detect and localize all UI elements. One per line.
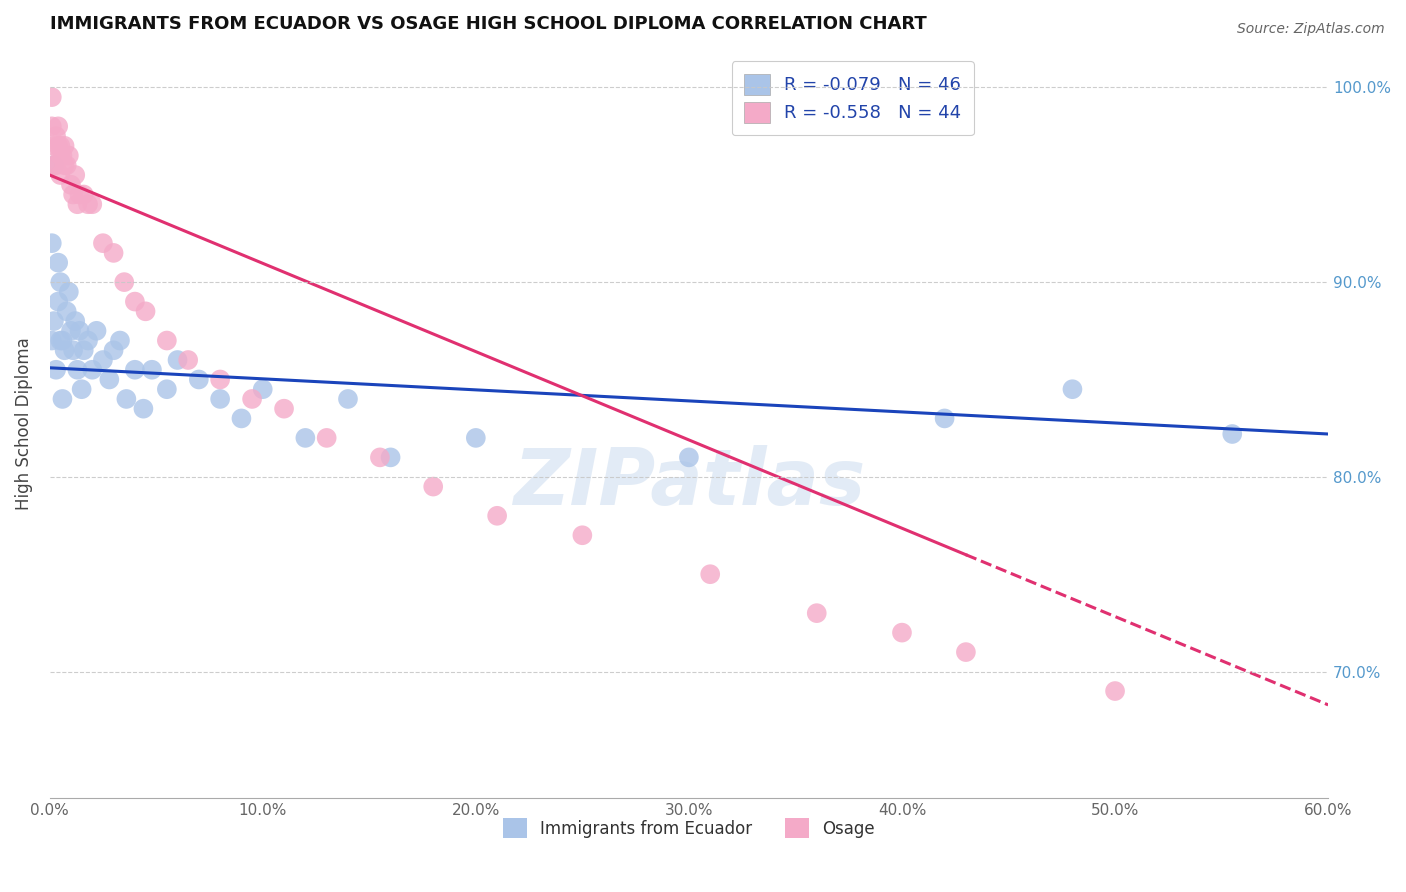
Point: [66, 197, 89, 211]
Point: [46, 138, 69, 153]
Point: [73, 343, 96, 358]
Point: [294, 431, 316, 445]
Point: [82, 197, 104, 211]
Point: [806, 606, 828, 620]
Point: [41, 120, 63, 134]
Point: [53, 343, 76, 358]
Point: [46, 120, 69, 134]
Point: [91, 353, 114, 368]
Point: [156, 382, 179, 396]
Point: [41, 90, 63, 104]
Point: [42, 158, 65, 172]
Point: [77, 197, 100, 211]
Point: [464, 431, 486, 445]
Point: [82, 363, 104, 377]
Point: [55, 158, 77, 172]
Point: [934, 411, 956, 425]
Point: [209, 372, 232, 386]
Point: [51, 334, 73, 348]
Point: [55, 304, 77, 318]
Point: [124, 363, 146, 377]
Point: [69, 187, 91, 202]
Y-axis label: High School Diploma: High School Diploma: [15, 337, 32, 509]
Point: [209, 392, 232, 406]
Point: [42, 138, 65, 153]
Point: [49, 148, 72, 162]
Point: [51, 392, 73, 406]
Point: [53, 158, 76, 172]
Point: [166, 353, 188, 368]
Point: [65, 168, 87, 182]
Point: [58, 285, 80, 299]
Point: [103, 246, 125, 260]
Point: [699, 567, 721, 582]
Point: [955, 645, 977, 659]
Point: [252, 382, 274, 396]
Point: [135, 304, 157, 318]
Point: [98, 372, 121, 386]
Point: [41, 334, 63, 348]
Point: [73, 187, 96, 202]
Point: [115, 392, 138, 406]
Point: [156, 334, 179, 348]
Point: [315, 431, 337, 445]
Point: [273, 401, 295, 416]
Point: [45, 363, 67, 377]
Point: [891, 625, 914, 640]
Legend: Immigrants from Ecuador, Osage: Immigrants from Ecuador, Osage: [495, 810, 883, 846]
Text: IMMIGRANTS FROM ECUADOR VS OSAGE HIGH SCHOOL DIPLOMA CORRELATION CHART: IMMIGRANTS FROM ECUADOR VS OSAGE HIGH SC…: [49, 15, 927, 33]
Point: [46, 294, 69, 309]
Point: [41, 236, 63, 251]
Point: [66, 363, 89, 377]
Point: [422, 479, 444, 493]
Point: [45, 129, 67, 144]
Point: [42, 158, 65, 172]
Point: [86, 324, 108, 338]
Point: [91, 236, 114, 251]
Point: [46, 255, 69, 269]
Text: Source: ZipAtlas.com: Source: ZipAtlas.com: [1237, 22, 1385, 37]
Point: [53, 138, 76, 153]
Point: [62, 343, 84, 358]
Point: [678, 450, 700, 465]
Point: [69, 324, 91, 338]
Point: [49, 168, 72, 182]
Point: [103, 343, 125, 358]
Point: [70, 382, 93, 396]
Point: [1220, 427, 1243, 442]
Point: [62, 187, 84, 202]
Point: [141, 363, 163, 377]
Text: ZIPatlas: ZIPatlas: [513, 445, 865, 521]
Point: [124, 294, 146, 309]
Point: [132, 401, 155, 416]
Point: [45, 158, 67, 172]
Point: [59, 178, 82, 192]
Point: [486, 508, 509, 523]
Point: [1104, 684, 1126, 698]
Point: [571, 528, 593, 542]
Point: [336, 392, 359, 406]
Point: [177, 353, 200, 368]
Point: [49, 334, 72, 348]
Point: [42, 314, 65, 328]
Point: [380, 450, 402, 465]
Point: [112, 275, 135, 289]
Point: [49, 138, 72, 153]
Point: [59, 324, 82, 338]
Point: [49, 275, 72, 289]
Point: [65, 314, 87, 328]
Point: [58, 148, 80, 162]
Point: [108, 334, 131, 348]
Point: [77, 334, 100, 348]
Point: [187, 372, 209, 386]
Point: [1062, 382, 1084, 396]
Point: [51, 148, 73, 162]
Point: [240, 392, 263, 406]
Point: [368, 450, 391, 465]
Point: [231, 411, 253, 425]
